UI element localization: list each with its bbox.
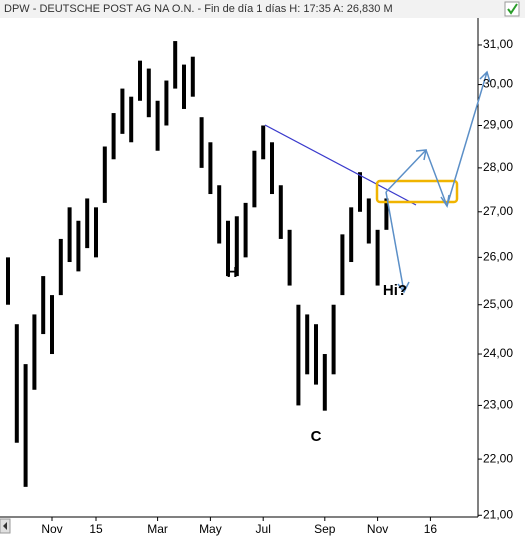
y-tick-label: 24,00 bbox=[483, 346, 513, 360]
x-tick-label: May bbox=[199, 522, 222, 536]
price-bar bbox=[287, 229, 292, 286]
price-bar bbox=[296, 304, 301, 406]
y-tick-label: 25,00 bbox=[483, 297, 513, 311]
annotation: C bbox=[311, 428, 322, 445]
price-bar bbox=[76, 220, 81, 272]
price-bar bbox=[129, 96, 134, 143]
price-bar bbox=[322, 354, 327, 411]
scroll-arrow bbox=[3, 522, 7, 530]
price-bar bbox=[102, 146, 107, 203]
annotation: Hi? bbox=[383, 282, 407, 299]
y-tick-label: 22,00 bbox=[483, 451, 513, 465]
price-bar bbox=[305, 314, 310, 375]
price-bar bbox=[217, 185, 222, 244]
price-bar bbox=[120, 88, 125, 134]
price-bar bbox=[50, 295, 54, 355]
price-bar bbox=[270, 142, 274, 195]
price-bar bbox=[190, 56, 195, 97]
price-bar bbox=[6, 257, 10, 305]
price-bar bbox=[94, 207, 98, 258]
check-mark bbox=[507, 3, 518, 15]
y-tick-label: 27,00 bbox=[483, 204, 513, 218]
annotation: H bbox=[227, 264, 238, 281]
x-tick-label: Nov bbox=[41, 522, 62, 536]
price-bar bbox=[349, 207, 354, 263]
y-tick-label: 21,00 bbox=[483, 507, 513, 521]
x-tick-label: 16 bbox=[424, 522, 438, 536]
price-bar bbox=[261, 125, 266, 160]
price-bar bbox=[314, 324, 318, 385]
price-bar bbox=[234, 216, 239, 277]
price-bar bbox=[375, 229, 380, 286]
price-bar bbox=[226, 220, 230, 277]
x-tick-label: Sep bbox=[314, 522, 336, 536]
price-bar bbox=[208, 142, 213, 195]
price-bar bbox=[111, 113, 116, 160]
y-tick-label: 31,00 bbox=[483, 37, 513, 51]
price-bar bbox=[58, 238, 63, 296]
price-bar bbox=[173, 41, 178, 89]
y-tick-label: 28,00 bbox=[483, 160, 513, 174]
x-tick-label: Nov bbox=[367, 522, 388, 536]
x-tick-label: Jul bbox=[256, 522, 271, 536]
price-bar bbox=[278, 185, 283, 239]
price-bar bbox=[243, 202, 248, 258]
target-box bbox=[375, 179, 459, 204]
price-bar bbox=[146, 68, 151, 118]
title-bar bbox=[0, 0, 525, 18]
y-tick-label: 26,00 bbox=[483, 250, 513, 264]
y-tick-label: 23,00 bbox=[483, 398, 513, 412]
price-bar bbox=[252, 150, 257, 208]
price-bar bbox=[138, 60, 142, 101]
x-tick-label: 15 bbox=[89, 522, 103, 536]
x-tick-label: Mar bbox=[147, 522, 168, 536]
price-bar bbox=[155, 100, 160, 151]
price-bar bbox=[340, 234, 345, 296]
chart-title: DPW - DEUTSCHE POST AG NA O.N. - Fin de … bbox=[4, 3, 393, 15]
price-bar bbox=[331, 304, 336, 375]
price-bar bbox=[164, 80, 169, 126]
y-tick-label: 30,00 bbox=[483, 77, 513, 91]
plot bbox=[6, 41, 389, 487]
price-bar bbox=[182, 64, 186, 109]
price-bar bbox=[67, 207, 72, 263]
price-bar bbox=[358, 172, 362, 212]
price-bar bbox=[32, 314, 37, 390]
price-bar bbox=[23, 364, 28, 487]
scenario-arrows bbox=[385, 70, 491, 294]
price-bar bbox=[199, 117, 204, 168]
price-bar bbox=[366, 198, 371, 244]
y-tick-label: 29,00 bbox=[483, 118, 513, 132]
price-bar bbox=[384, 198, 389, 230]
price-bar bbox=[41, 276, 46, 335]
trendline bbox=[264, 124, 417, 206]
price-bar bbox=[85, 198, 90, 249]
price-bar bbox=[14, 324, 19, 443]
